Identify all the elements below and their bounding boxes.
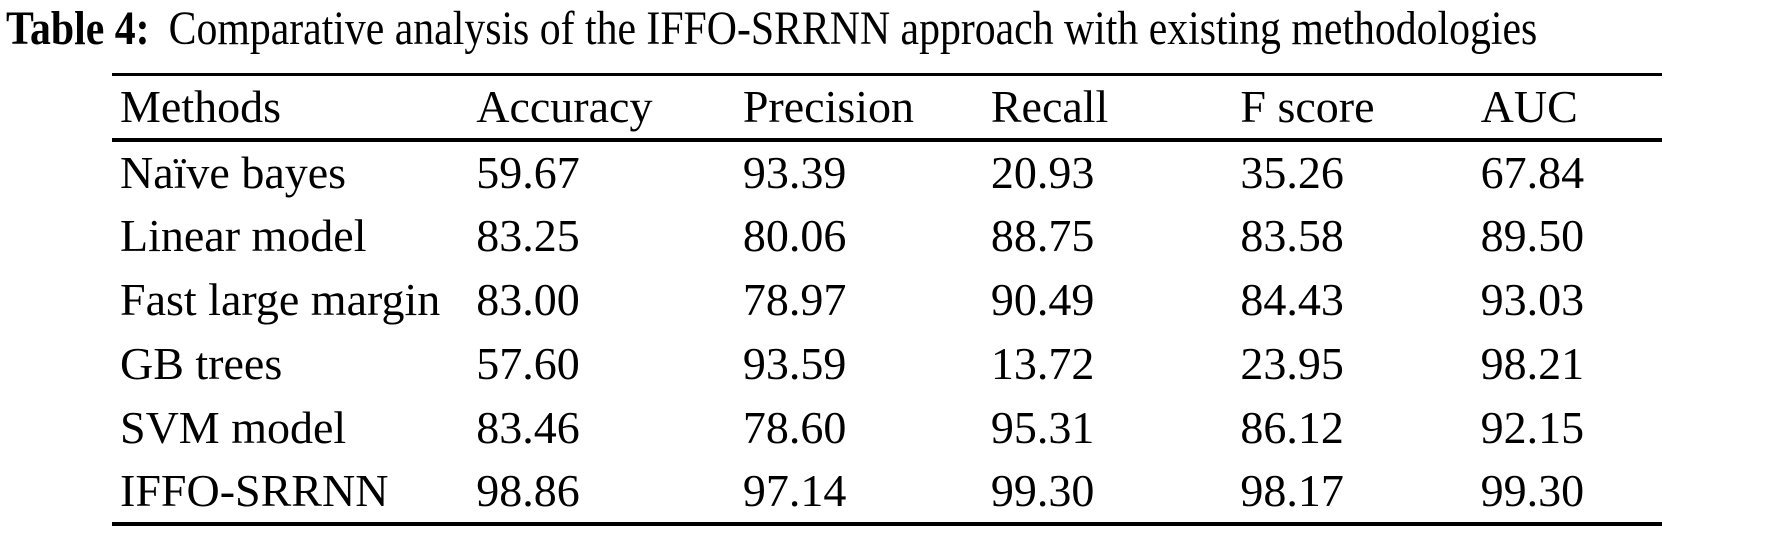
value-cell: 89.50 (1480, 210, 1585, 261)
method-cell: Fast large margin (120, 274, 441, 325)
value-cell: 13.72 (990, 338, 1095, 389)
value-cell: 83.58 (1240, 210, 1344, 261)
value-cell: 78.60 (742, 402, 847, 453)
table-row: Naïve bayes 59.67 93.39 20.93 35.26 67.84 (112, 140, 1662, 204)
value-cell: 98.86 (476, 465, 580, 516)
value-cell: 84.43 (1240, 274, 1344, 325)
table-caption: Table 4: Comparative analysis of the IFFO… (6, 0, 1537, 58)
table-caption-text: Comparative analysis of the IFFO-SRRNN a… (168, 2, 1538, 55)
value-cell: 98.17 (1240, 465, 1344, 516)
method-cell: Linear model (120, 210, 367, 261)
table-row: SVM model 83.46 78.60 95.31 86.12 92.15 (112, 396, 1662, 460)
value-cell: 35.26 (1240, 147, 1344, 198)
value-cell: 93.03 (1480, 274, 1585, 325)
value-cell: 99.30 (990, 465, 1095, 516)
header-row: Methods Accuracy Precision Recall F scor… (112, 75, 1662, 140)
col-header-methods: Methods (120, 81, 281, 133)
value-cell: 97.14 (742, 465, 847, 516)
table-row: GB trees 57.60 93.59 13.72 23.95 98.21 (112, 332, 1662, 396)
value-cell: 86.12 (1240, 402, 1344, 453)
value-cell: 92.15 (1480, 402, 1585, 453)
value-cell: 98.21 (1480, 338, 1585, 389)
value-cell: 93.39 (742, 147, 847, 198)
value-cell: 83.25 (476, 210, 580, 261)
value-cell: 88.75 (990, 210, 1095, 261)
table-row: IFFO-SRRNN 98.86 97.14 99.30 98.17 99.30 (112, 460, 1662, 524)
method-cell: GB trees (120, 338, 283, 389)
value-cell: 23.95 (1240, 338, 1344, 389)
comparison-table: Methods Accuracy Precision Recall F scor… (112, 73, 1662, 526)
method-cell: SVM model (120, 402, 347, 453)
table-row: Linear model 83.25 80.06 88.75 83.58 89.50 (112, 204, 1662, 268)
table-body: Naïve bayes 59.67 93.39 20.93 35.26 67.84 Line… (112, 140, 1662, 524)
table-caption-label: Table 4: (6, 2, 150, 55)
col-header-recall: Recall (990, 81, 1109, 133)
value-cell: 59.67 (476, 147, 580, 198)
method-cell: IFFO-SRRNN (120, 465, 389, 516)
value-cell: 99.30 (1480, 465, 1585, 516)
value-cell: 83.00 (476, 274, 580, 325)
value-cell: 80.06 (742, 210, 847, 261)
value-cell: 67.84 (1480, 147, 1585, 198)
value-cell: 93.59 (742, 338, 847, 389)
col-header-fscore: F score (1240, 81, 1375, 133)
col-header-precision: Precision (742, 81, 915, 133)
table-row: Fast large margin 83.00 78.97 90.49 84.43 93.… (112, 268, 1662, 332)
value-cell: 95.31 (990, 402, 1095, 453)
col-header-auc: AUC (1480, 81, 1578, 133)
value-cell: 83.46 (476, 402, 580, 453)
col-header-accuracy: Accuracy (476, 81, 653, 133)
value-cell: 78.97 (742, 274, 847, 325)
value-cell: 57.60 (476, 338, 580, 389)
value-cell: 90.49 (990, 274, 1095, 325)
value-cell: 20.93 (990, 147, 1095, 198)
method-cell: Naïve bayes (120, 147, 347, 198)
